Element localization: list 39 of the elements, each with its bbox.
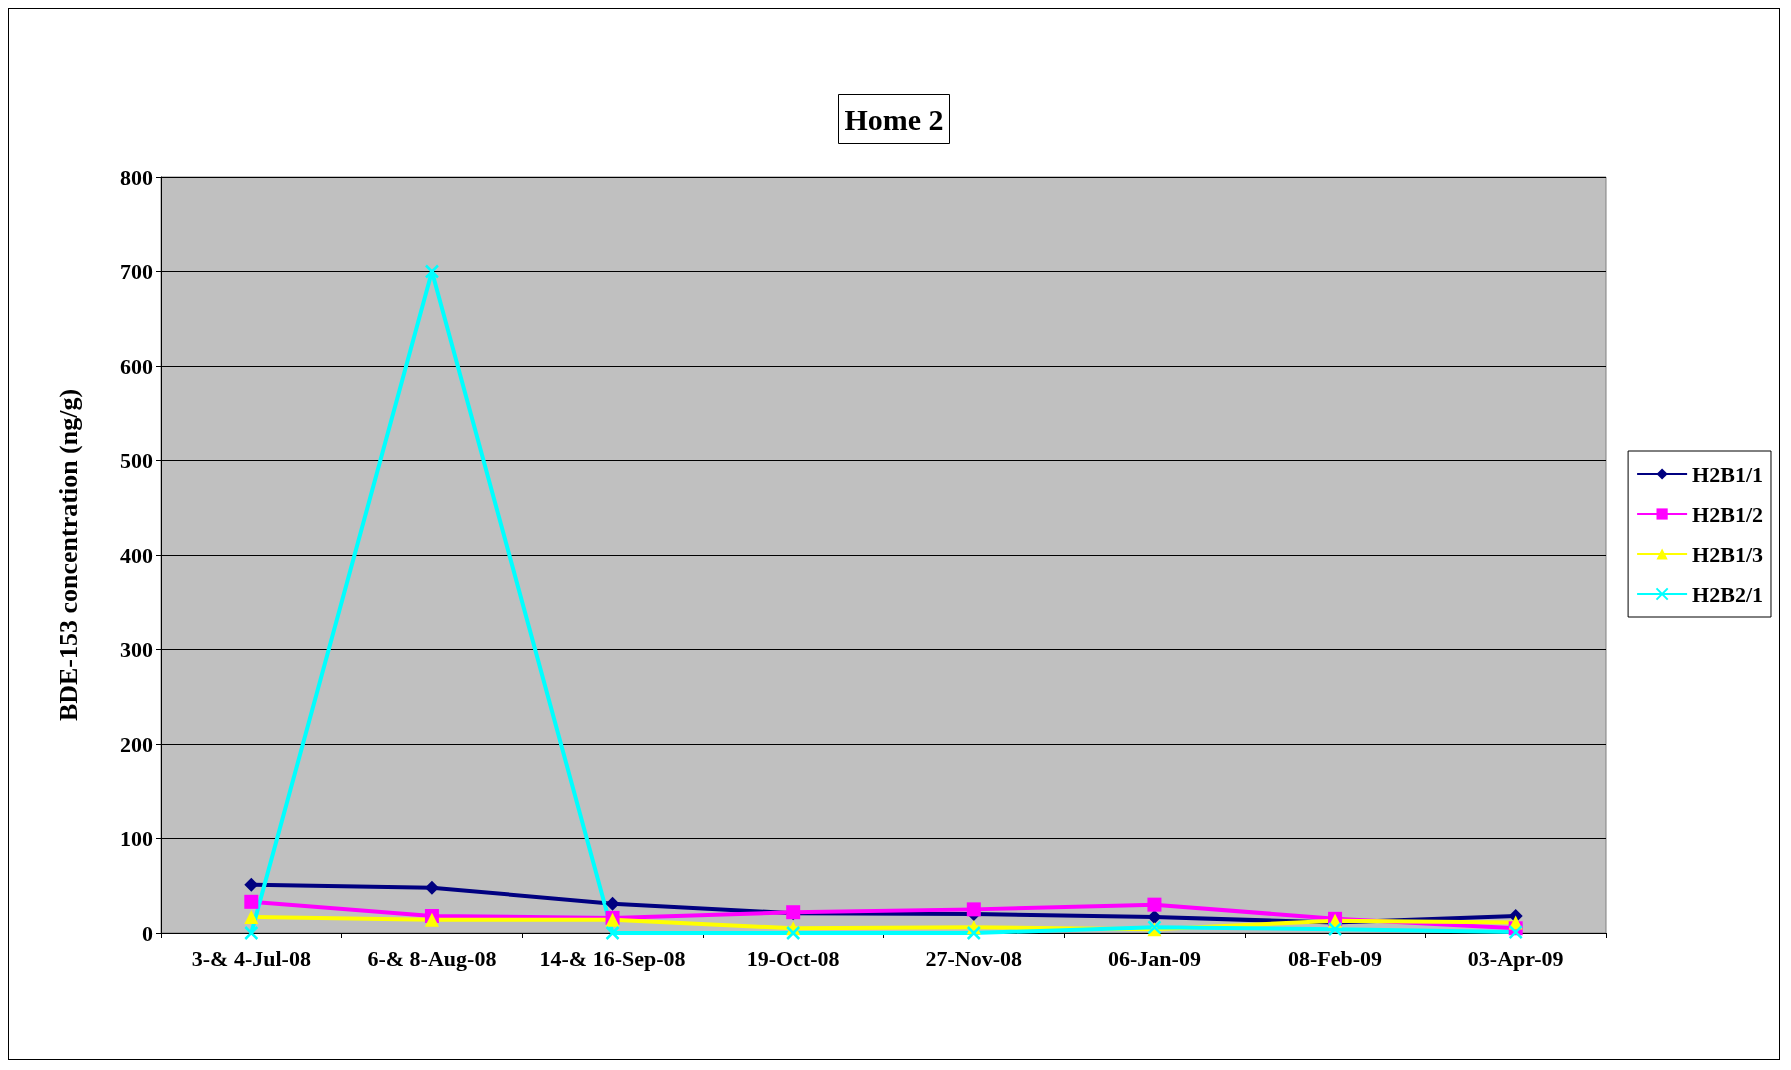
y-tick-label: 200 [120, 731, 153, 757]
y-tick-label: 500 [120, 448, 153, 473]
x-tick-label: 03-Apr-09 [1467, 945, 1564, 971]
point [424, 264, 440, 279]
point [244, 909, 259, 924]
y-tick-label: 700 [120, 259, 153, 284]
point [244, 877, 259, 892]
x-tick-label: 14-& 16-Sep-08 [539, 945, 686, 971]
x-tick-label: 6-& 8-Aug-08 [367, 945, 497, 971]
point [605, 896, 620, 911]
point [1147, 897, 1162, 912]
legend-label: H2B1/3 [1692, 541, 1764, 567]
legend-label: H2B2/1 [1692, 581, 1764, 607]
legend-label: H2B1/2 [1692, 501, 1764, 527]
x-tick-label: 27-Nov-08 [925, 945, 1023, 971]
point [966, 902, 981, 917]
point [966, 925, 982, 941]
x-tick-label: 06-Jan-09 [1107, 945, 1201, 971]
x-tick-label: 19-Oct-08 [746, 945, 840, 971]
y-tick-label: 800 [120, 164, 153, 190]
point [605, 925, 620, 941]
point [1508, 924, 1523, 940]
chart-title: Home 2 [844, 102, 944, 136]
point [244, 925, 259, 941]
point [1147, 909, 1162, 924]
y-axis-title: BDE-153 concentration (ng/g) [53, 388, 83, 722]
point [1327, 921, 1343, 937]
x-tick-label: 08-Feb-09 [1288, 945, 1383, 971]
y-tick-label: 400 [120, 542, 153, 568]
point [785, 925, 801, 941]
point [244, 894, 259, 909]
legend-label: H2B1/1 [1692, 461, 1764, 487]
y-tick-label: 300 [120, 637, 153, 662]
x-tick-label: 3-& 4-Jul-08 [191, 945, 311, 971]
point [424, 880, 439, 895]
y-tick-label: 100 [120, 826, 153, 851]
y-tick-label: 600 [120, 353, 153, 379]
point [424, 912, 439, 927]
y-tick-label: 0 [142, 920, 153, 946]
